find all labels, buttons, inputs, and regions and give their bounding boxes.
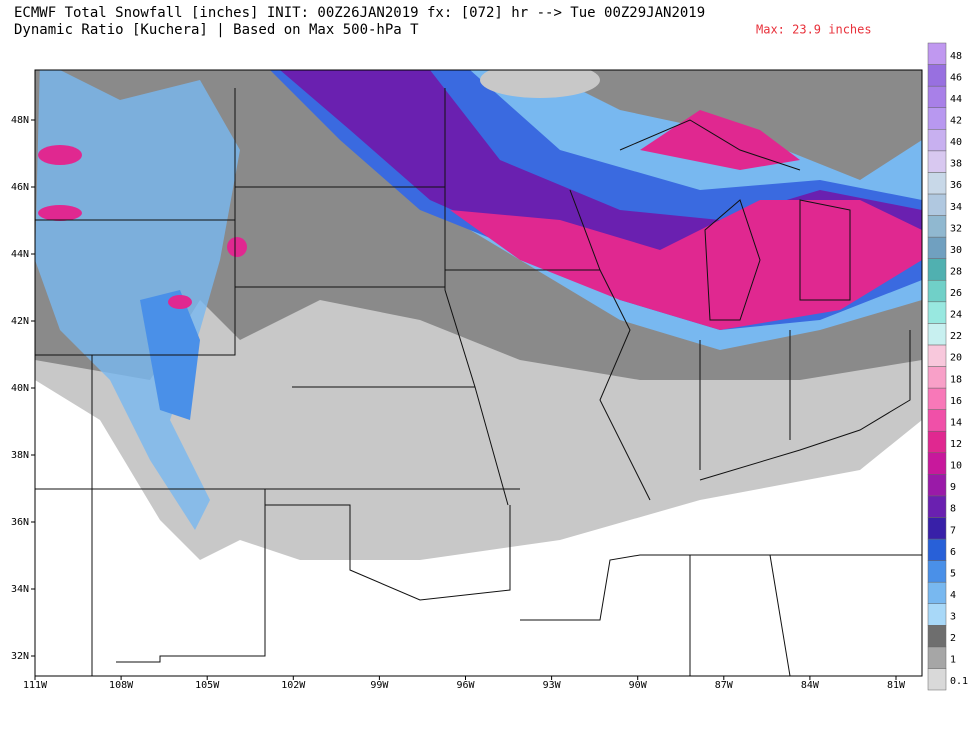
colorbar-label: 7 [950,525,956,536]
colorbar-label: 16 [950,396,962,407]
colorbar-label: 32 [950,223,962,234]
colorbar-swatch [927,366,947,389]
lat-label: 46N [11,182,29,193]
colorbar-label: 24 [950,310,962,321]
colorbar-swatch [927,538,947,561]
lon-label: 90W [629,680,648,691]
colorbar-swatch [927,323,947,346]
latitude-labels: 48N 46N 44N 42N 40N 38N 36N 34N 32N [11,115,35,662]
colorbar-swatch [927,172,947,195]
colorbar-swatch [927,150,947,173]
colorbar-label: 12 [950,439,962,450]
colorbar-label: 28 [950,266,962,277]
colorbar-swatch [927,474,947,497]
title-line1: ECMWF Total Snowfall [inches] INIT: 00Z2… [14,5,705,21]
lon-label: 84W [801,680,820,691]
lon-label: 111W [23,680,48,691]
colorbar-swatch [927,495,947,518]
colorbar-label: 3 [950,612,956,623]
lat-label: 42N [11,316,29,327]
colorbar-swatch [927,129,947,152]
colorbar-label: 34 [950,202,962,213]
lat-label: 44N [11,249,29,260]
lon-label: 81W [887,680,906,691]
lon-label: 105W [195,680,220,691]
colorbar-label: 4 [950,590,956,601]
lon-label: 99W [370,680,389,691]
colorbar-swatch [927,409,947,432]
colorbar-label: 40 [950,137,962,148]
colorbar-swatch [927,64,947,87]
colorbar-label: 6 [950,547,956,558]
colorbar-swatch [927,215,947,238]
colorbar-swatch [927,625,947,648]
colorbar-label: 42 [950,115,962,126]
lat-label: 34N [11,584,29,595]
colorbar-swatch [927,646,947,669]
colorbar-label: 14 [950,417,962,428]
colorbar-swatch [927,85,947,108]
lat-label: 36N [11,517,29,528]
colorbar-label: 1 [950,655,956,666]
lon-label: 102W [281,680,306,691]
colorbar-label: 5 [950,568,956,579]
colorbar-swatch [927,603,947,626]
colorbar-swatch [927,42,947,65]
colorbar-swatch [927,301,947,324]
colorbar-swatch [927,236,947,259]
longitude-labels: 111W 108W 105W 102W 99W 96W 93W 90W 87W 84W 81W [23,676,906,691]
lat-label: 48N [11,115,29,126]
colorbar-label: 8 [950,504,956,515]
colorbar-swatch [927,344,947,367]
colorbar-label: 9 [950,482,956,493]
colorbar-label: 2 [950,633,956,644]
colorbar-swatch [927,581,947,604]
colorbar-swatch [927,193,947,216]
colorbar-label: 20 [950,353,962,364]
colorbar-swatch [927,430,947,454]
colorbar-swatch [927,258,947,281]
colorbar-swatch [927,387,947,410]
colorbar-label: 0.1 [950,676,968,687]
lon-label: 108W [109,680,134,691]
colorbar-label: 26 [950,288,962,299]
colorbar-swatch [927,517,947,540]
lon-label: 93W [543,680,562,691]
lat-label: 32N [11,651,29,662]
lat-label: 38N [11,450,29,461]
lon-label: 96W [456,680,475,691]
colorbar-label: 46 [950,72,962,83]
map [34,69,923,677]
colorbar-label: 36 [950,180,962,191]
lat-label: 40N [11,383,29,394]
colorbar-label: 38 [950,159,962,170]
colorbar-label: 10 [950,461,962,472]
colorbar-label: 18 [950,374,962,385]
max-label: Max: 23.9 inches [756,23,872,37]
colorbar-swatch [927,107,947,130]
colorbar-label: 44 [950,94,962,105]
lon-label: 87W [715,680,734,691]
title-line2: Dynamic Ratio [Kuchera] | Based on Max 5… [14,22,419,38]
colorbar-swatch [927,668,947,691]
colorbar-swatch [927,452,947,475]
colorbar: 0.11234567891012141618202224262830323436… [927,42,968,691]
colorbar-swatch [927,560,947,583]
colorbar-swatch [927,279,947,303]
colorbar-label: 48 [950,51,962,62]
colorbar-label: 30 [950,245,962,256]
colorbar-label: 22 [950,331,962,342]
